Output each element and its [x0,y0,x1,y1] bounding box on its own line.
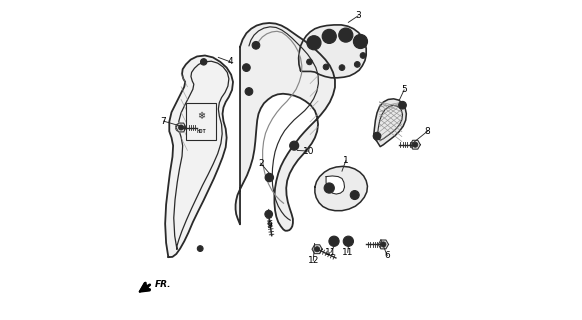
Circle shape [373,132,381,140]
Polygon shape [312,245,322,254]
Circle shape [381,242,386,247]
Circle shape [179,125,184,130]
Text: 7: 7 [161,116,166,126]
Text: FR.: FR. [155,280,172,289]
Text: 11: 11 [342,248,353,257]
Circle shape [353,35,367,49]
Circle shape [201,59,207,65]
Polygon shape [299,25,366,78]
Polygon shape [165,55,233,257]
Text: 4: 4 [228,57,233,66]
Circle shape [307,36,321,50]
Polygon shape [236,23,335,231]
Circle shape [346,239,350,244]
Circle shape [354,61,360,67]
Circle shape [322,29,336,44]
Circle shape [245,88,253,95]
FancyBboxPatch shape [186,103,217,140]
Text: 8: 8 [424,127,430,136]
Text: 3: 3 [355,12,361,20]
Circle shape [329,236,339,246]
Text: 5: 5 [401,85,407,94]
Text: 11: 11 [325,248,336,257]
Circle shape [265,173,274,182]
Circle shape [265,210,272,218]
Circle shape [324,183,334,193]
Circle shape [350,191,359,199]
Circle shape [176,123,184,132]
Circle shape [343,236,353,246]
Polygon shape [374,99,406,147]
Polygon shape [315,166,367,211]
Polygon shape [410,140,420,149]
Text: 2: 2 [258,159,264,168]
Circle shape [339,65,345,70]
Circle shape [243,64,250,71]
Circle shape [360,52,366,58]
Polygon shape [176,123,186,132]
Text: 6: 6 [384,251,390,260]
Circle shape [339,28,353,42]
Text: 10: 10 [303,147,314,156]
Text: 1: 1 [343,156,349,165]
Circle shape [413,142,418,147]
Polygon shape [326,176,345,194]
Circle shape [315,247,320,252]
Text: HOT: HOT [196,129,206,134]
Circle shape [399,101,406,109]
Polygon shape [378,240,389,249]
Circle shape [332,239,336,244]
Text: ❄: ❄ [197,111,205,121]
Circle shape [323,64,329,70]
Circle shape [307,59,313,65]
Circle shape [290,141,299,150]
Circle shape [252,42,260,49]
Text: 9: 9 [267,221,272,230]
Text: 12: 12 [308,256,319,265]
Circle shape [197,246,203,252]
